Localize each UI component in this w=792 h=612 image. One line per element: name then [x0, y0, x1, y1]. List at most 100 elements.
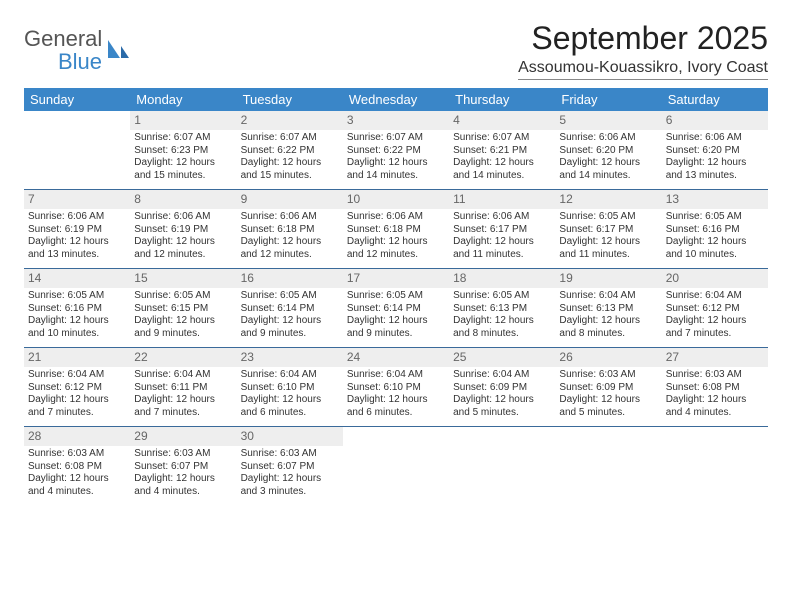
sunset-text: Sunset: 6:14 PM: [347, 303, 445, 316]
daylight-text: Daylight: 12 hours and 7 minutes.: [666, 315, 764, 340]
daylight-text: Daylight: 12 hours and 12 minutes.: [347, 236, 445, 261]
sunset-text: Sunset: 6:12 PM: [666, 303, 764, 316]
logo-text-blue: Blue: [24, 49, 102, 74]
location: Assoumou-Kouassikro, Ivory Coast: [518, 59, 768, 80]
sunrise-text: Sunrise: 6:04 AM: [453, 369, 551, 382]
day-number: 29: [130, 427, 236, 446]
day-cell: 22Sunrise: 6:04 AMSunset: 6:11 PMDayligh…: [130, 348, 236, 426]
day-number: 13: [662, 190, 768, 209]
sunrise-text: Sunrise: 6:04 AM: [28, 369, 126, 382]
day-cell-empty: [449, 427, 555, 505]
sunset-text: Sunset: 6:14 PM: [241, 303, 339, 316]
daylight-text: Daylight: 12 hours and 6 minutes.: [241, 394, 339, 419]
day-body: Sunrise: 6:04 AMSunset: 6:12 PMDaylight:…: [662, 288, 768, 344]
day-body: Sunrise: 6:07 AMSunset: 6:22 PMDaylight:…: [343, 130, 449, 186]
day-number: 12: [555, 190, 661, 209]
day-cell: 1Sunrise: 6:07 AMSunset: 6:23 PMDaylight…: [130, 111, 236, 189]
week-row: 21Sunrise: 6:04 AMSunset: 6:12 PMDayligh…: [24, 348, 768, 427]
daylight-text: Daylight: 12 hours and 3 minutes.: [241, 473, 339, 498]
weekday-tuesday: Tuesday: [237, 88, 343, 111]
sunset-text: Sunset: 6:18 PM: [241, 224, 339, 237]
weekday-sunday: Sunday: [24, 88, 130, 111]
day-cell: 12Sunrise: 6:05 AMSunset: 6:17 PMDayligh…: [555, 190, 661, 268]
sunrise-text: Sunrise: 6:06 AM: [134, 211, 232, 224]
day-body: Sunrise: 6:03 AMSunset: 6:09 PMDaylight:…: [555, 367, 661, 423]
day-number: 23: [237, 348, 343, 367]
sunset-text: Sunset: 6:17 PM: [453, 224, 551, 237]
day-cell: 4Sunrise: 6:07 AMSunset: 6:21 PMDaylight…: [449, 111, 555, 189]
day-number: 18: [449, 269, 555, 288]
logo-text-general: General: [24, 26, 102, 51]
daylight-text: Daylight: 12 hours and 9 minutes.: [134, 315, 232, 340]
day-cell: 27Sunrise: 6:03 AMSunset: 6:08 PMDayligh…: [662, 348, 768, 426]
day-number: 14: [24, 269, 130, 288]
day-number: 16: [237, 269, 343, 288]
day-cell: 6Sunrise: 6:06 AMSunset: 6:20 PMDaylight…: [662, 111, 768, 189]
day-cell-empty: [555, 427, 661, 505]
day-number: 19: [555, 269, 661, 288]
sunrise-text: Sunrise: 6:03 AM: [559, 369, 657, 382]
sunset-text: Sunset: 6:15 PM: [134, 303, 232, 316]
day-number: 26: [555, 348, 661, 367]
daylight-text: Daylight: 12 hours and 10 minutes.: [666, 236, 764, 261]
sunset-text: Sunset: 6:10 PM: [241, 382, 339, 395]
sunset-text: Sunset: 6:09 PM: [559, 382, 657, 395]
weeks-container: 1Sunrise: 6:07 AMSunset: 6:23 PMDaylight…: [24, 111, 768, 505]
sunset-text: Sunset: 6:20 PM: [666, 145, 764, 158]
daylight-text: Daylight: 12 hours and 14 minutes.: [453, 157, 551, 182]
logo: General Blue: [24, 20, 130, 74]
weekday-thursday: Thursday: [449, 88, 555, 111]
day-cell: 5Sunrise: 6:06 AMSunset: 6:20 PMDaylight…: [555, 111, 661, 189]
sunset-text: Sunset: 6:23 PM: [134, 145, 232, 158]
logo-sail-icon: [106, 38, 130, 65]
day-body: Sunrise: 6:07 AMSunset: 6:21 PMDaylight:…: [449, 130, 555, 186]
week-row: 28Sunrise: 6:03 AMSunset: 6:08 PMDayligh…: [24, 427, 768, 505]
sunset-text: Sunset: 6:17 PM: [559, 224, 657, 237]
day-body: Sunrise: 6:04 AMSunset: 6:10 PMDaylight:…: [237, 367, 343, 423]
calendar: SundayMondayTuesdayWednesdayThursdayFrid…: [24, 88, 768, 505]
day-body: Sunrise: 6:06 AMSunset: 6:18 PMDaylight:…: [343, 209, 449, 265]
sunrise-text: Sunrise: 6:06 AM: [241, 211, 339, 224]
day-cell: 7Sunrise: 6:06 AMSunset: 6:19 PMDaylight…: [24, 190, 130, 268]
daylight-text: Daylight: 12 hours and 12 minutes.: [241, 236, 339, 261]
daylight-text: Daylight: 12 hours and 8 minutes.: [453, 315, 551, 340]
day-number: 10: [343, 190, 449, 209]
day-body: Sunrise: 6:06 AMSunset: 6:20 PMDaylight:…: [662, 130, 768, 186]
daylight-text: Daylight: 12 hours and 5 minutes.: [453, 394, 551, 419]
sunrise-text: Sunrise: 6:07 AM: [241, 132, 339, 145]
weekday-wednesday: Wednesday: [343, 88, 449, 111]
daylight-text: Daylight: 12 hours and 13 minutes.: [666, 157, 764, 182]
title-block: September 2025 Assoumou-Kouassikro, Ivor…: [518, 20, 768, 80]
sunrise-text: Sunrise: 6:07 AM: [134, 132, 232, 145]
sunrise-text: Sunrise: 6:06 AM: [347, 211, 445, 224]
day-body: Sunrise: 6:05 AMSunset: 6:14 PMDaylight:…: [343, 288, 449, 344]
day-cell: 2Sunrise: 6:07 AMSunset: 6:22 PMDaylight…: [237, 111, 343, 189]
daylight-text: Daylight: 12 hours and 5 minutes.: [559, 394, 657, 419]
sunrise-text: Sunrise: 6:07 AM: [347, 132, 445, 145]
sunrise-text: Sunrise: 6:04 AM: [347, 369, 445, 382]
sunset-text: Sunset: 6:19 PM: [28, 224, 126, 237]
weekday-friday: Friday: [555, 88, 661, 111]
day-number: 24: [343, 348, 449, 367]
day-number: 7: [24, 190, 130, 209]
sunset-text: Sunset: 6:11 PM: [134, 382, 232, 395]
day-cell: 13Sunrise: 6:05 AMSunset: 6:16 PMDayligh…: [662, 190, 768, 268]
sunrise-text: Sunrise: 6:05 AM: [241, 290, 339, 303]
sunset-text: Sunset: 6:10 PM: [347, 382, 445, 395]
day-cell: 19Sunrise: 6:04 AMSunset: 6:13 PMDayligh…: [555, 269, 661, 347]
day-cell: 29Sunrise: 6:03 AMSunset: 6:07 PMDayligh…: [130, 427, 236, 505]
day-body: Sunrise: 6:05 AMSunset: 6:17 PMDaylight:…: [555, 209, 661, 265]
day-body: Sunrise: 6:03 AMSunset: 6:07 PMDaylight:…: [130, 446, 236, 502]
sunset-text: Sunset: 6:22 PM: [241, 145, 339, 158]
day-body: Sunrise: 6:03 AMSunset: 6:07 PMDaylight:…: [237, 446, 343, 502]
daylight-text: Daylight: 12 hours and 14 minutes.: [347, 157, 445, 182]
day-number: 8: [130, 190, 236, 209]
sunrise-text: Sunrise: 6:05 AM: [453, 290, 551, 303]
day-body: Sunrise: 6:03 AMSunset: 6:08 PMDaylight:…: [24, 446, 130, 502]
sunrise-text: Sunrise: 6:05 AM: [559, 211, 657, 224]
day-cell-empty: [343, 427, 449, 505]
sunset-text: Sunset: 6:16 PM: [28, 303, 126, 316]
day-cell: 30Sunrise: 6:03 AMSunset: 6:07 PMDayligh…: [237, 427, 343, 505]
weekday-monday: Monday: [130, 88, 236, 111]
day-number: 3: [343, 111, 449, 130]
